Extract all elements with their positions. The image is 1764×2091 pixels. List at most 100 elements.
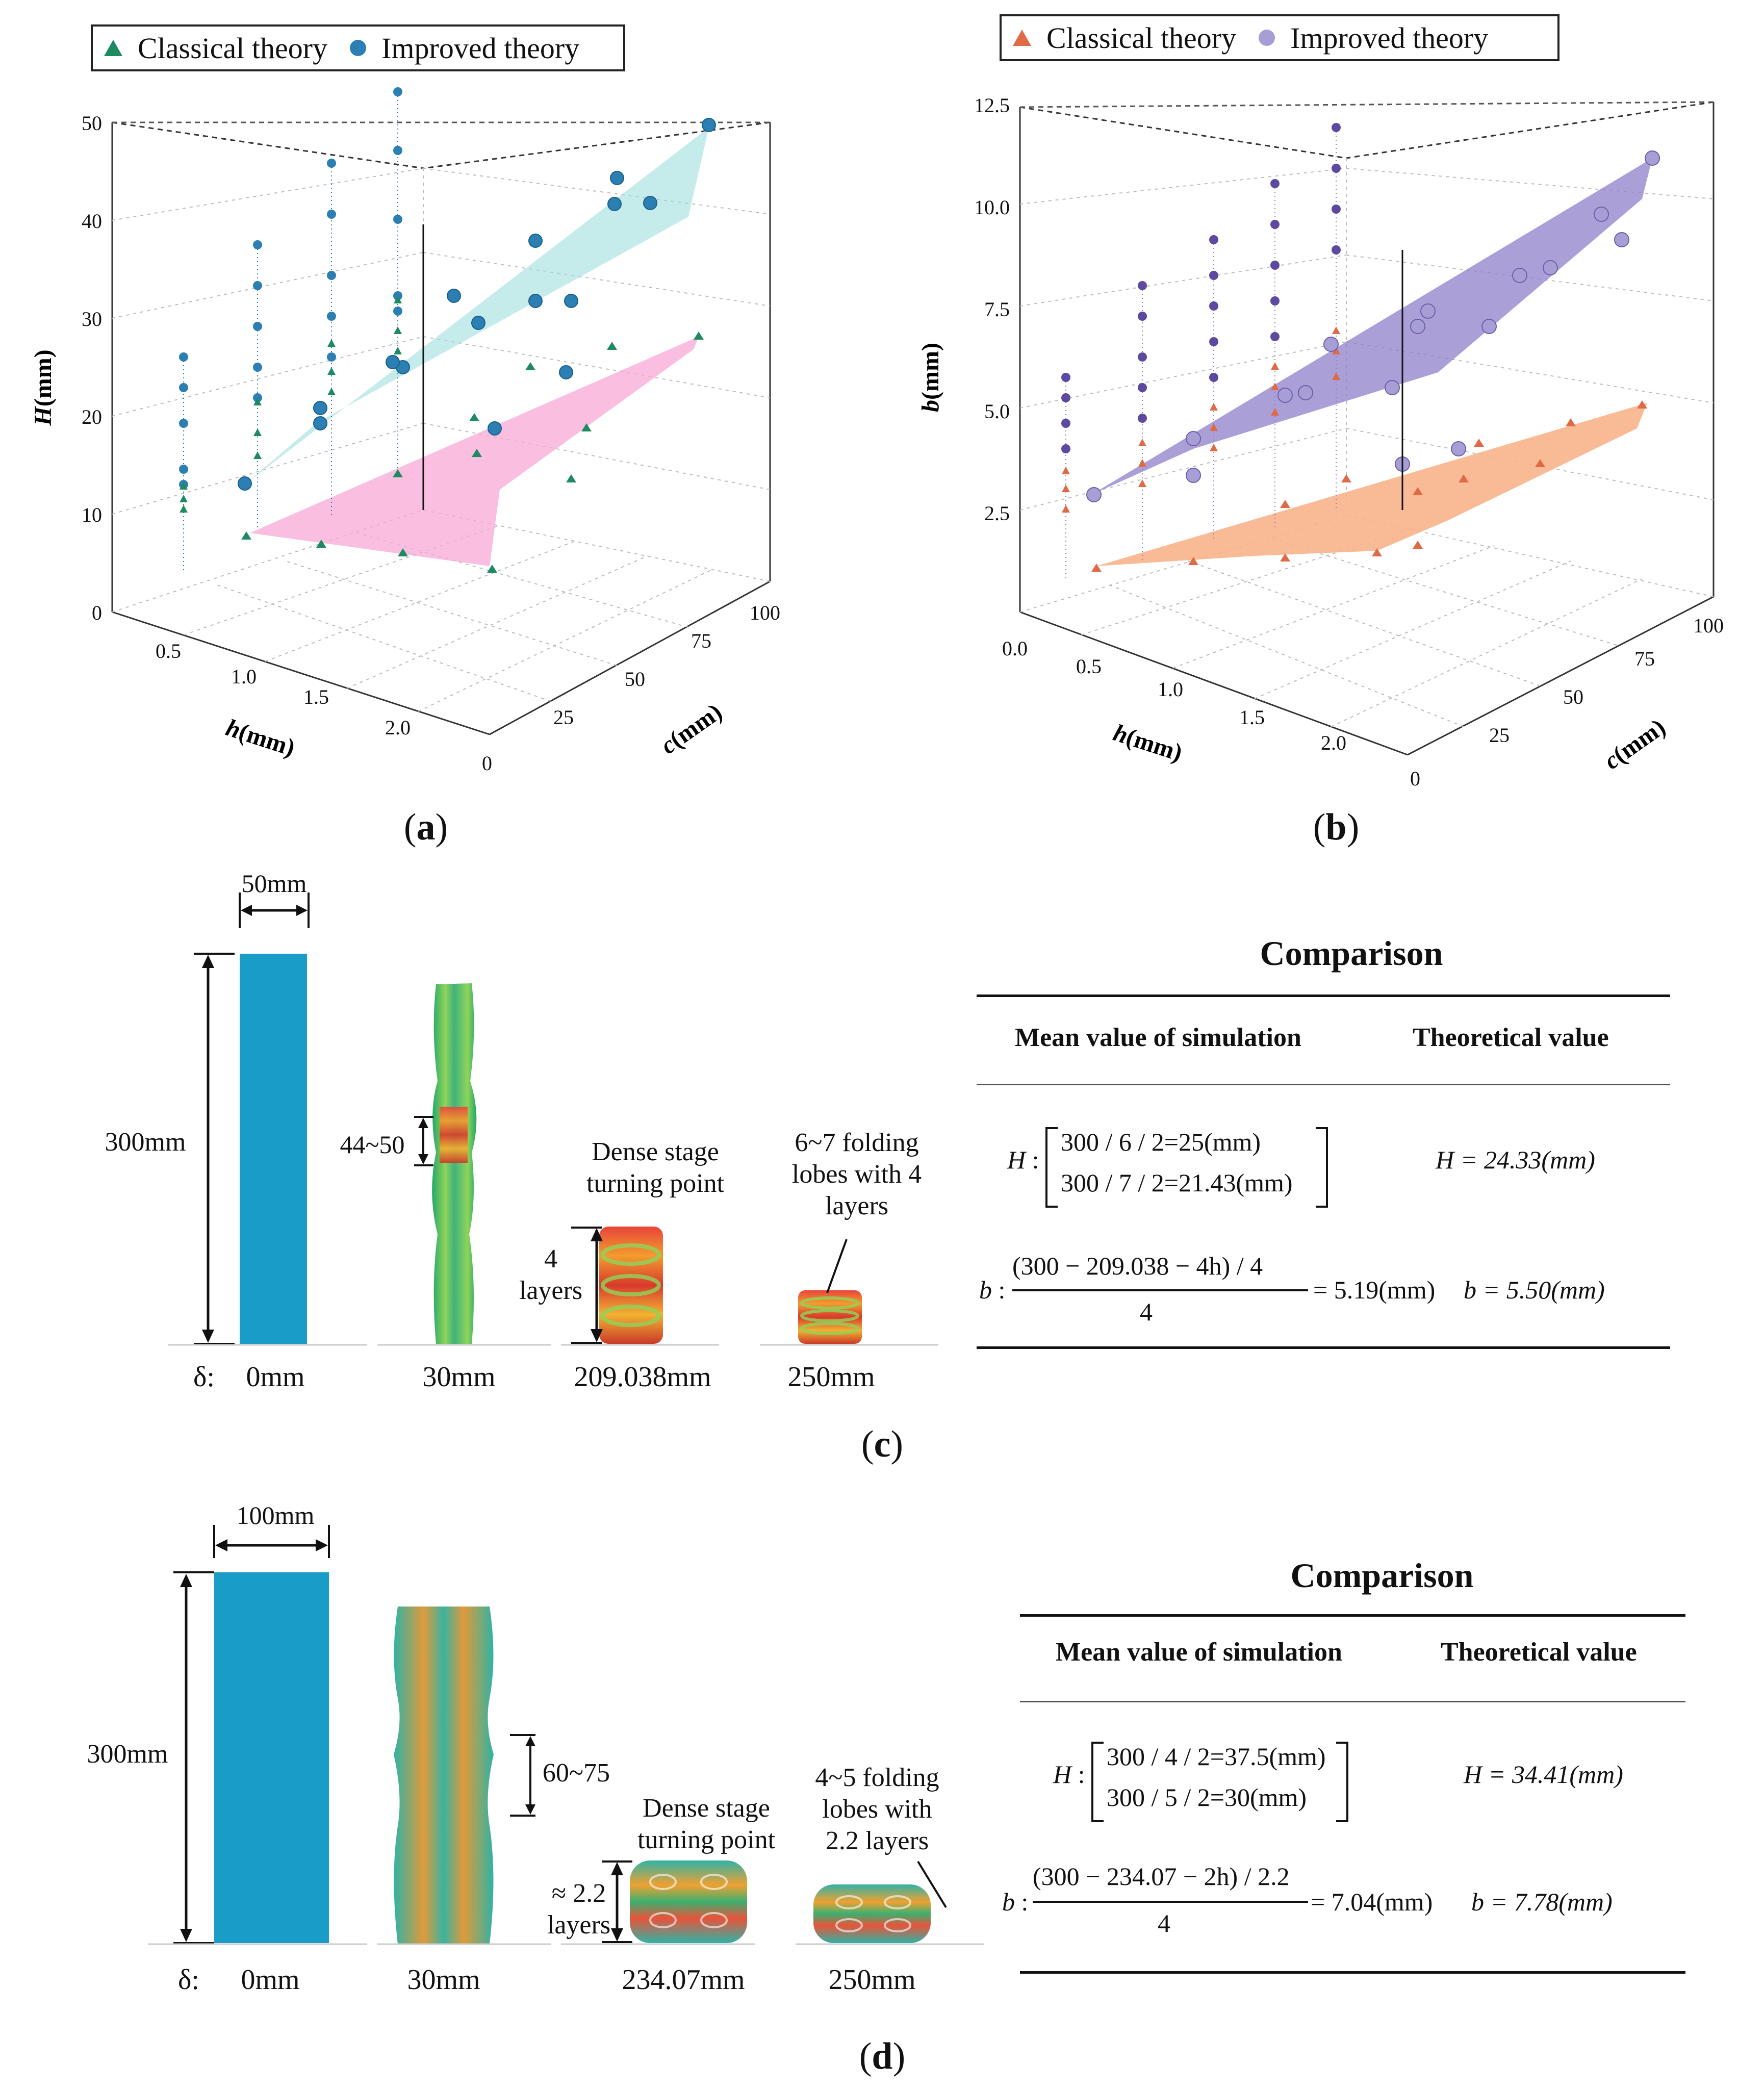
table-H-d: H : bbox=[1053, 1760, 1085, 1789]
x-tick-b-4: 2.0 bbox=[1321, 731, 1346, 754]
bracket-left-d bbox=[1091, 1742, 1104, 1822]
sphere-marker-icon bbox=[1259, 30, 1275, 46]
delta-30-d: 30mm bbox=[407, 1964, 480, 1996]
x-tick-a-2: 1.5 bbox=[303, 685, 329, 708]
x-axis-label-a: h(mm) bbox=[223, 714, 298, 761]
simulation-c bbox=[168, 892, 938, 1346]
x-tick-a-3: 2.0 bbox=[385, 716, 411, 739]
table-mid-rule-d bbox=[1020, 1701, 1685, 1702]
simulation-d bbox=[148, 1525, 984, 1945]
y-axis-label-b: c(mm) bbox=[1599, 713, 1671, 775]
z-axis-label-a: H(mm) bbox=[30, 349, 57, 426]
table-b-c: b : bbox=[979, 1276, 1006, 1304]
height-dim-c: 300mm bbox=[105, 1128, 186, 1157]
legend-classical-label: Classical theory bbox=[138, 31, 328, 65]
z-tick-b-7.5: 7.5 bbox=[984, 298, 1010, 321]
H-sim-2-c: 300 / 7 / 2=21.43(mm) bbox=[1061, 1168, 1293, 1197]
z-tick-a-0: 0 bbox=[92, 601, 102, 624]
delta-250-c: 250mm bbox=[787, 1361, 875, 1393]
table-bottom-rule-c bbox=[977, 1346, 1670, 1349]
column-30mm-d bbox=[394, 1606, 494, 1944]
y-axis-label-a: c(mm) bbox=[656, 698, 727, 759]
dense-annot-c: Dense stage turning point bbox=[586, 1137, 725, 1198]
y-tick-b-75: 75 bbox=[1634, 647, 1655, 670]
improved-surface-a bbox=[245, 128, 709, 484]
lobe-dim-d: 60~75 bbox=[542, 1758, 610, 1788]
x-tick-a-1: 1.0 bbox=[231, 665, 257, 688]
x-tick-b-3: 1.5 bbox=[1239, 706, 1265, 729]
classical-surface-a bbox=[250, 337, 699, 566]
z-tick-a-10: 10 bbox=[82, 503, 102, 526]
improved-surface-b bbox=[1091, 158, 1652, 495]
x-tick-b-1: 0.5 bbox=[1076, 655, 1102, 678]
z-tick-a-50: 50 bbox=[82, 112, 102, 135]
panel-label-a: (a) bbox=[403, 806, 448, 848]
delta-symbol-c: δ: bbox=[193, 1361, 215, 1393]
delta-0-c: 0mm bbox=[246, 1361, 305, 1393]
b-frac-line-d bbox=[1033, 1901, 1308, 1903]
y-tick-a-75: 75 bbox=[691, 629, 711, 652]
b-frac-line-c bbox=[1012, 1289, 1308, 1291]
y-tick-a-25: 25 bbox=[553, 706, 574, 729]
x-tick-b-0: 0.0 bbox=[1002, 637, 1028, 660]
y-tick-b-0: 0 bbox=[1410, 767, 1420, 790]
column-250mm-d bbox=[813, 1884, 931, 1943]
H-sim-2-d: 300 / 5 / 2=30(mm) bbox=[1107, 1783, 1307, 1812]
dense-annot-d: Dense stage turning point bbox=[637, 1794, 776, 1854]
delta-dense-d: 234.07mm bbox=[622, 1964, 745, 1996]
z-axis-label-b: b(mm) bbox=[917, 343, 944, 412]
delta-dense-c: 209.038mm bbox=[574, 1361, 711, 1393]
bracket-right-d bbox=[1336, 1742, 1348, 1822]
delta-250-d: 250mm bbox=[828, 1964, 916, 1996]
z-tick-b-2.5: 2.5 bbox=[984, 502, 1010, 525]
bracket-left-c bbox=[1045, 1127, 1058, 1208]
H-theory-d: H = 34.41(mm) bbox=[1464, 1760, 1623, 1789]
panel-label-c: (c) bbox=[861, 1423, 904, 1465]
lobe-dim-c: 44~50 bbox=[340, 1130, 405, 1159]
table-title-c: Comparison bbox=[1260, 934, 1443, 973]
table-col2-d: Theoretical value bbox=[1441, 1638, 1637, 1667]
classical-surface-b bbox=[1096, 403, 1647, 566]
z-tick-a-30: 30 bbox=[82, 308, 102, 330]
chart-a: 0 10 20 30 40 50 H(mm) 0.5 1.0 1.5 2.0 h… bbox=[30, 87, 780, 775]
y-tick-a-0: 0 bbox=[482, 752, 492, 775]
b-den-d: 4 bbox=[1158, 1909, 1170, 1937]
panel-label-b: (b) bbox=[1313, 806, 1360, 848]
y-tick-b-50: 50 bbox=[1563, 685, 1583, 708]
y-tick-b-25: 25 bbox=[1489, 724, 1510, 747]
width-dim-c: 50mm bbox=[241, 869, 307, 898]
x-axis-label-b: h(mm) bbox=[1110, 719, 1186, 767]
b-num-d: (300 − 234.07 − 2h) / 2.2 bbox=[1033, 1862, 1290, 1891]
table-bottom-rule-d bbox=[1020, 1971, 1685, 1974]
z-tick-b-12.5: 12.5 bbox=[974, 94, 1010, 117]
table-top-rule-c bbox=[977, 994, 1670, 997]
table-col1-d: Mean value of simulation bbox=[1056, 1638, 1342, 1667]
z-tick-b-5.0: 5.0 bbox=[984, 400, 1010, 423]
delta-0-d: 0mm bbox=[241, 1964, 300, 1996]
folding-annot-d: 4~5 folding lobes with 2.2 layers bbox=[815, 1763, 939, 1855]
z-tick-a-40: 40 bbox=[82, 210, 102, 233]
column-250mm-c bbox=[798, 1290, 862, 1344]
table-H-c: H : bbox=[1007, 1145, 1039, 1174]
z-tick-b-10.0: 10.0 bbox=[974, 196, 1010, 219]
column-30mm-c bbox=[432, 983, 477, 1344]
x-tick-b-2: 1.0 bbox=[1158, 678, 1183, 701]
table-col1-c: Mean value of simulation bbox=[1015, 1023, 1301, 1052]
column-dense-c bbox=[599, 1227, 663, 1344]
z-tick-a-20: 20 bbox=[82, 405, 102, 428]
b-den-c: 4 bbox=[1140, 1297, 1153, 1326]
table-b-d: b : bbox=[1002, 1888, 1029, 1916]
y-tick-b-100: 100 bbox=[1693, 614, 1724, 637]
column-undeformed-d bbox=[214, 1572, 329, 1943]
H-sim-1-c: 300 / 6 / 2=25(mm) bbox=[1061, 1128, 1261, 1156]
height-dim-d: 300mm bbox=[87, 1740, 168, 1769]
x-tick-a-0: 0.5 bbox=[156, 640, 181, 662]
table-top-rule-d bbox=[1020, 1614, 1685, 1617]
legend-b: Classical theory Improved theory bbox=[1000, 14, 1560, 61]
b-sim-result-c: = 5.19(mm) bbox=[1313, 1276, 1436, 1304]
chart-b: 2.5 5.0 7.5 10.0 12.5 b(mm) 0.0 0.5 1.0 … bbox=[917, 94, 1724, 790]
legend-classical-label: Classical theory bbox=[1046, 21, 1237, 55]
b-num-c: (300 − 209.038 − 4h) / 4 bbox=[1012, 1252, 1263, 1280]
triangle-marker-icon bbox=[104, 40, 122, 56]
b-theory-c: b = 5.50(mm) bbox=[1464, 1276, 1605, 1304]
